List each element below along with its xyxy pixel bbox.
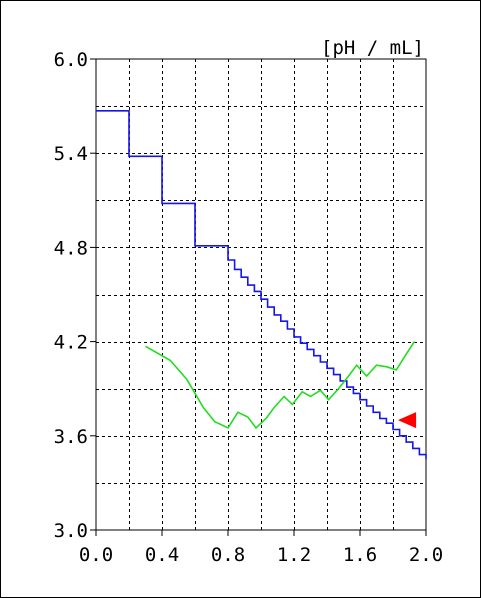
ph-curve (96, 110, 427, 460)
y-tick-label: 6.0 (54, 49, 88, 71)
y-tick-label: 4.2 (54, 332, 88, 354)
x-tick-label: 1.2 (277, 544, 311, 566)
marker-triangle (397, 412, 417, 429)
x-tick-label: 2.0 (409, 544, 443, 566)
x-tick-label: 0.0 (79, 544, 113, 566)
y-tick-label: 3.6 (54, 426, 88, 448)
derivative-curve (145, 341, 416, 430)
axis-ticks: 3.0 3.6 4.2 4.8 5.4 6.0 0.0 0.4 0.8 1.2 1.6 2.0 (54, 49, 443, 566)
x-tick-label: 0.4 (145, 544, 179, 566)
plot-area (95, 58, 427, 531)
y-tick-label: 5.4 (54, 143, 88, 165)
series (96, 110, 427, 460)
x-tick-label: 0.8 (211, 544, 245, 566)
x-tick-label: 1.6 (343, 544, 377, 566)
y-tick-label: 4.8 (54, 237, 88, 259)
y-tick-label: 3.0 (54, 520, 88, 542)
unit-label: [pH / mL] (321, 37, 424, 59)
